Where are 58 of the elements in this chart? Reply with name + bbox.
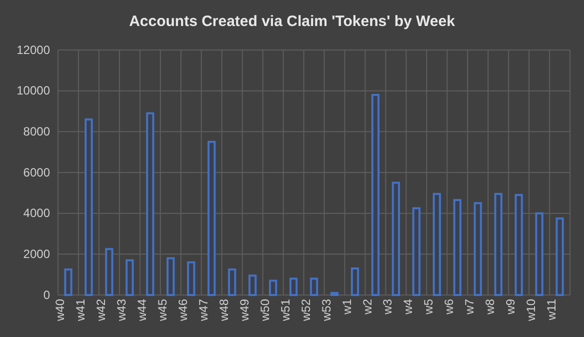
x-tick-label: w2 — [360, 298, 374, 316]
x-tick-label: w7 — [462, 298, 477, 316]
x-tick-label: w52 — [298, 298, 313, 322]
bar — [432, 192, 441, 296]
x-tick-label: w10 — [524, 298, 538, 322]
y-tick-label: 10000 — [16, 84, 50, 98]
bar — [248, 274, 257, 296]
y-tick-label: 4000 — [23, 206, 50, 220]
x-tick-label: w43 — [114, 298, 128, 322]
y-tick-label: 12000 — [16, 42, 50, 57]
bar — [268, 280, 278, 296]
bar — [126, 259, 134, 296]
x-tick-label: w51 — [278, 298, 292, 322]
bar — [84, 118, 93, 296]
x-tick-label: w1 — [340, 298, 354, 316]
chart-title: Accounts Created via Claim 'Tokens' by Week — [129, 13, 456, 30]
y-tick-label: 8000 — [23, 124, 50, 139]
x-tick-label: w3 — [380, 298, 395, 316]
x-tick-label: w6 — [442, 298, 456, 316]
bar — [392, 182, 400, 296]
x-tick-label: w44 — [134, 298, 149, 322]
x-tick-label: w50 — [258, 298, 272, 322]
bar — [474, 202, 482, 296]
bar — [330, 292, 339, 296]
x-tick-label: w48 — [216, 298, 231, 322]
x-tick-label: w53 — [319, 298, 334, 322]
bar — [494, 192, 502, 296]
x-tick-label: w46 — [176, 298, 190, 322]
bar — [166, 257, 175, 296]
bar — [556, 217, 564, 296]
x-tick-label: w42 — [94, 298, 108, 322]
bar — [514, 194, 523, 296]
y-tick-label: 0 — [43, 288, 50, 302]
y-tick-label: 6000 — [23, 165, 50, 180]
x-tick-label: w5 — [422, 298, 436, 316]
bar — [412, 207, 420, 296]
x-tick-label: w41 — [74, 298, 88, 322]
x-tick-label: w47 — [196, 298, 210, 322]
bar — [310, 278, 318, 296]
bar — [453, 199, 462, 296]
bar — [146, 112, 154, 296]
bar — [187, 261, 196, 296]
x-tick-label: w45 — [155, 298, 170, 322]
bar — [228, 268, 236, 296]
bar — [535, 212, 544, 296]
x-tick-label: w4 — [401, 298, 416, 316]
y-tick-label: 2000 — [23, 247, 50, 262]
x-tick-label: w40 — [53, 298, 68, 322]
x-tick-label: w11 — [544, 298, 559, 322]
x-tick-label: w8 — [483, 298, 498, 316]
bar — [208, 140, 216, 296]
bar — [105, 248, 114, 296]
bar — [64, 268, 72, 296]
bar — [371, 94, 380, 296]
bar — [350, 267, 360, 296]
bar — [289, 278, 298, 296]
x-tick-label: w9 — [504, 298, 518, 316]
x-tick-label: w49 — [237, 298, 252, 322]
